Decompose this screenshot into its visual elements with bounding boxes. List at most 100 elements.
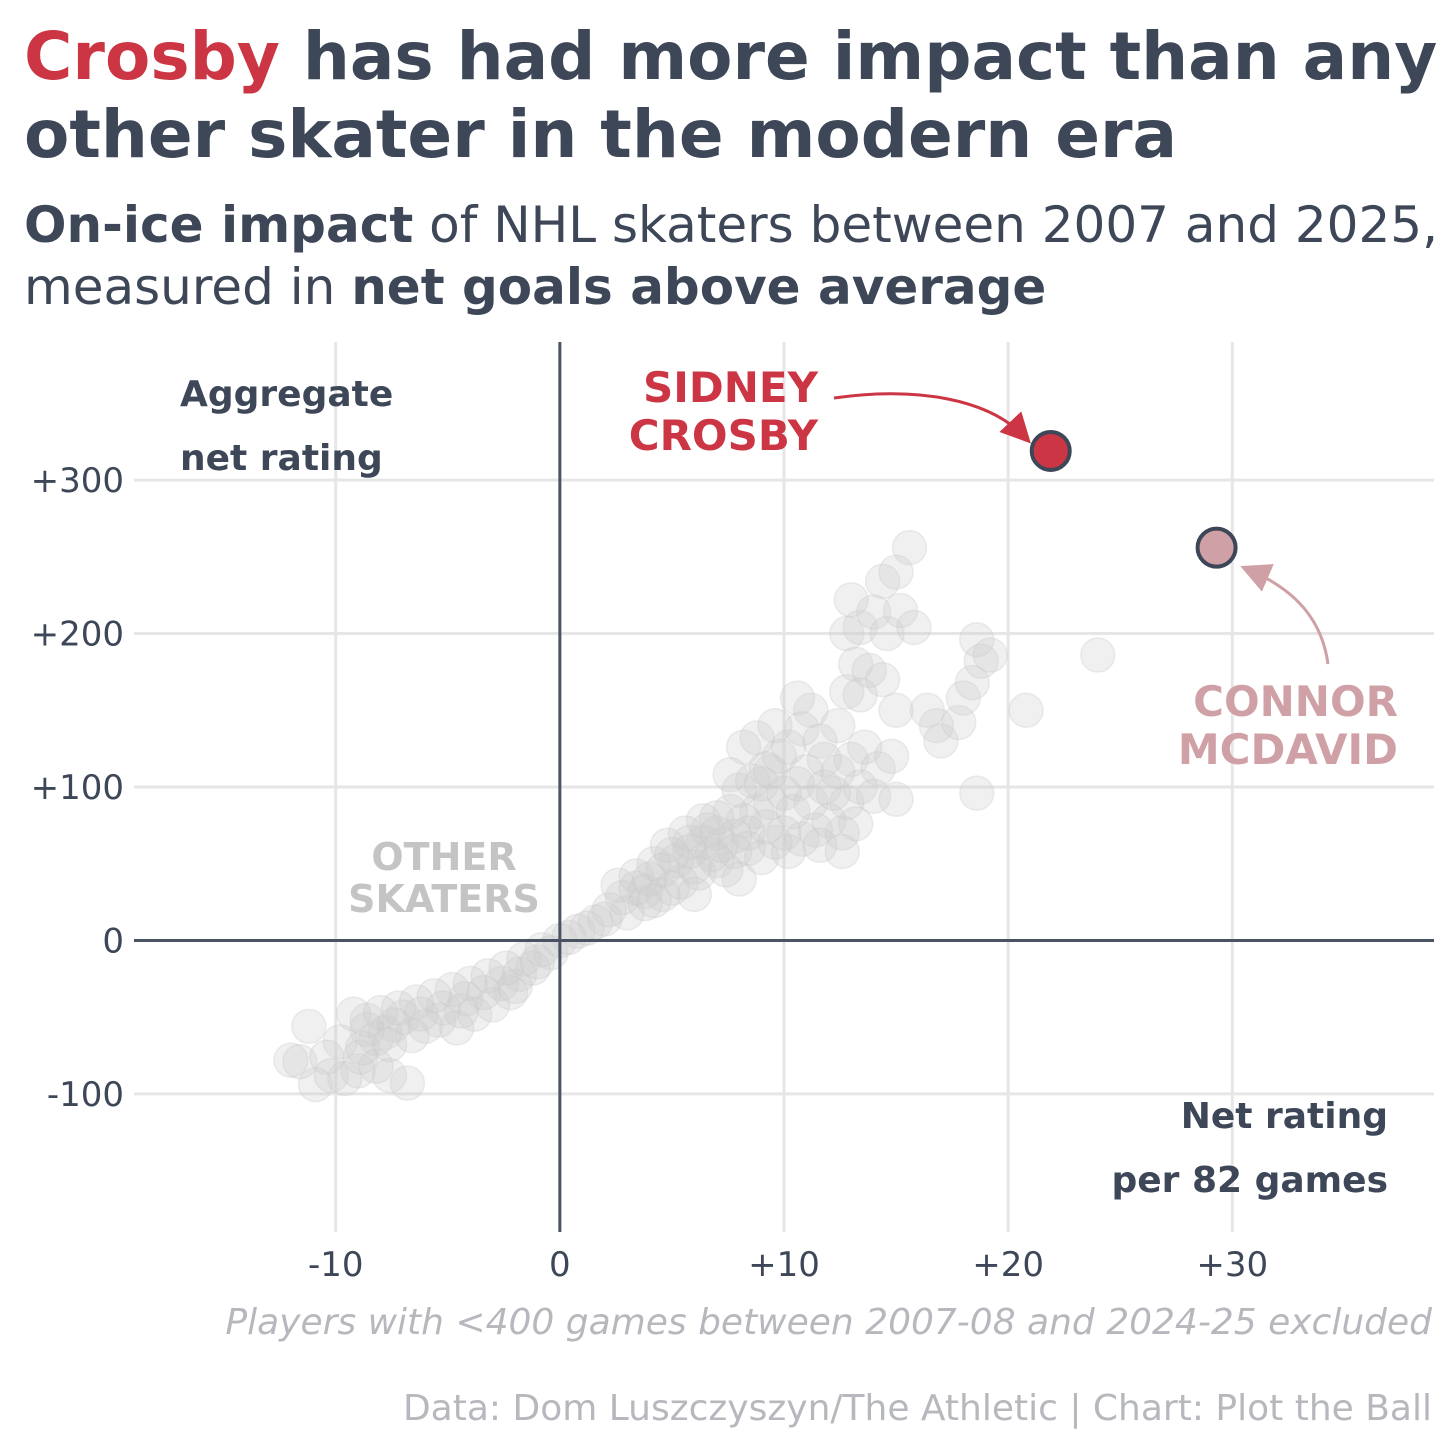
other-skater-point — [766, 775, 802, 811]
y-tick-label: +200 — [31, 615, 124, 655]
other-skater-point — [309, 1039, 345, 1075]
other-skater-point — [779, 680, 816, 716]
other-skater-point — [358, 1020, 394, 1057]
other-skater-point — [519, 944, 556, 980]
other-skater-point — [636, 845, 672, 882]
other-skater-point — [896, 609, 932, 646]
other-skater-point — [829, 674, 865, 710]
other-skater-point — [878, 692, 914, 729]
other-skater-point — [407, 1008, 444, 1045]
other-skater-point — [618, 870, 654, 907]
y-axis-title-line: net rating — [180, 438, 383, 479]
other-skater-point — [501, 956, 538, 992]
other-skater-point — [945, 680, 982, 716]
other-skater-point — [802, 827, 838, 864]
chart-title: Crosby has had more impact than any othe… — [24, 18, 1444, 174]
other-skater-point — [376, 1007, 412, 1043]
other-skater-point — [748, 750, 784, 787]
other-skater-point — [734, 763, 771, 799]
y-axis-title-line: Aggregate — [180, 374, 393, 415]
other-skater-point — [909, 692, 946, 729]
other-skater-point — [739, 720, 775, 756]
other-skater-point — [631, 861, 668, 897]
grid-lines — [134, 342, 1434, 1232]
other-skater-point — [972, 637, 1008, 673]
mcdavid-label-line: MCDAVID — [1178, 725, 1398, 774]
source-credit: Data: Dom Luszczyszyn/The Athletic | Cha… — [402, 1388, 1432, 1429]
other-skater-point — [439, 1010, 475, 1046]
y-tick-label: -100 — [47, 1075, 124, 1115]
other-skater-point — [864, 563, 901, 600]
other-skater-point — [941, 704, 977, 741]
other-skater-point — [349, 1011, 385, 1048]
other-skater-point — [963, 643, 999, 679]
other-skater-point — [367, 1014, 403, 1051]
other-skater-point — [645, 852, 681, 888]
other-skater-point — [918, 707, 955, 744]
other-skater-point — [770, 729, 807, 765]
other-skater-point — [721, 861, 757, 897]
other-skater-point — [954, 664, 991, 701]
other-skater-point — [770, 833, 807, 870]
other-skater-point — [681, 855, 717, 891]
crosby-arrow — [833, 392, 1031, 444]
other-skater-point — [515, 950, 551, 986]
subtitle-middle: of NHL skaters between 2007 and 2025, me… — [24, 196, 1438, 316]
mcdavid-label: CONNOR MCDAVID — [1178, 677, 1398, 774]
other-skater-point — [609, 895, 645, 931]
other-skater-point — [811, 803, 847, 839]
other-skater-point — [761, 738, 798, 775]
other-skater-point — [712, 793, 748, 830]
other-skater-point — [757, 824, 793, 860]
x-tick-label: +30 — [1196, 1245, 1268, 1285]
other-skater-point — [690, 812, 726, 848]
other-skater-point — [416, 977, 453, 1014]
other-skater-point — [658, 842, 695, 879]
other-skater-point — [380, 990, 417, 1026]
other-skater-point — [748, 809, 784, 845]
other-skaters-label-line: SKATERS — [348, 877, 540, 921]
other-skater-point — [434, 971, 471, 1008]
other-skater-point — [694, 836, 731, 873]
other-skater-point — [743, 766, 780, 802]
x-tick-label: +20 — [972, 1245, 1044, 1285]
other-skater-point — [645, 876, 681, 913]
other-skater-point — [842, 769, 878, 805]
other-skater-point — [806, 769, 843, 805]
other-skater-point — [730, 815, 766, 851]
other-skater-point — [385, 999, 421, 1035]
x-axis-title: Net rating per 82 games — [1111, 1096, 1388, 1201]
annotations: Aggregate net rating Net rating per 82 game… — [180, 363, 1398, 1201]
other-skater-point — [672, 824, 708, 860]
other-skater-point — [497, 968, 533, 1005]
other-skater-point — [842, 677, 878, 713]
other-skater-point — [322, 1023, 358, 1060]
other-skater-point — [654, 870, 690, 907]
other-skater-point — [860, 750, 896, 787]
other-skater-point — [591, 892, 627, 928]
other-skater-point — [959, 621, 995, 658]
mcdavid-arrow — [1240, 564, 1330, 665]
other-skater-point — [833, 582, 869, 618]
other-skater-point — [443, 993, 479, 1029]
other-skater-point — [878, 554, 914, 590]
other-skater-point — [1080, 637, 1116, 673]
crosby-point — [1029, 429, 1072, 472]
zero-axes — [134, 342, 1434, 1232]
other-skater-point — [824, 815, 861, 851]
other-skater-point — [452, 965, 488, 1002]
other-skater-point — [313, 1057, 349, 1094]
other-skater-point — [699, 815, 735, 851]
other-skater-point — [335, 996, 372, 1032]
other-skater-point — [600, 867, 636, 903]
other-skater-point — [699, 842, 735, 879]
title-rest: has had more impact than any other skate… — [24, 18, 1438, 173]
other-skater-point — [421, 1002, 457, 1038]
other-skater-point — [470, 957, 506, 994]
y-tick-label: +100 — [31, 768, 124, 808]
other-skater-point — [829, 784, 865, 821]
other-skater-point — [676, 849, 713, 885]
other-skater-point — [676, 876, 713, 913]
other-skaters-label-line: OTHER — [371, 835, 516, 879]
